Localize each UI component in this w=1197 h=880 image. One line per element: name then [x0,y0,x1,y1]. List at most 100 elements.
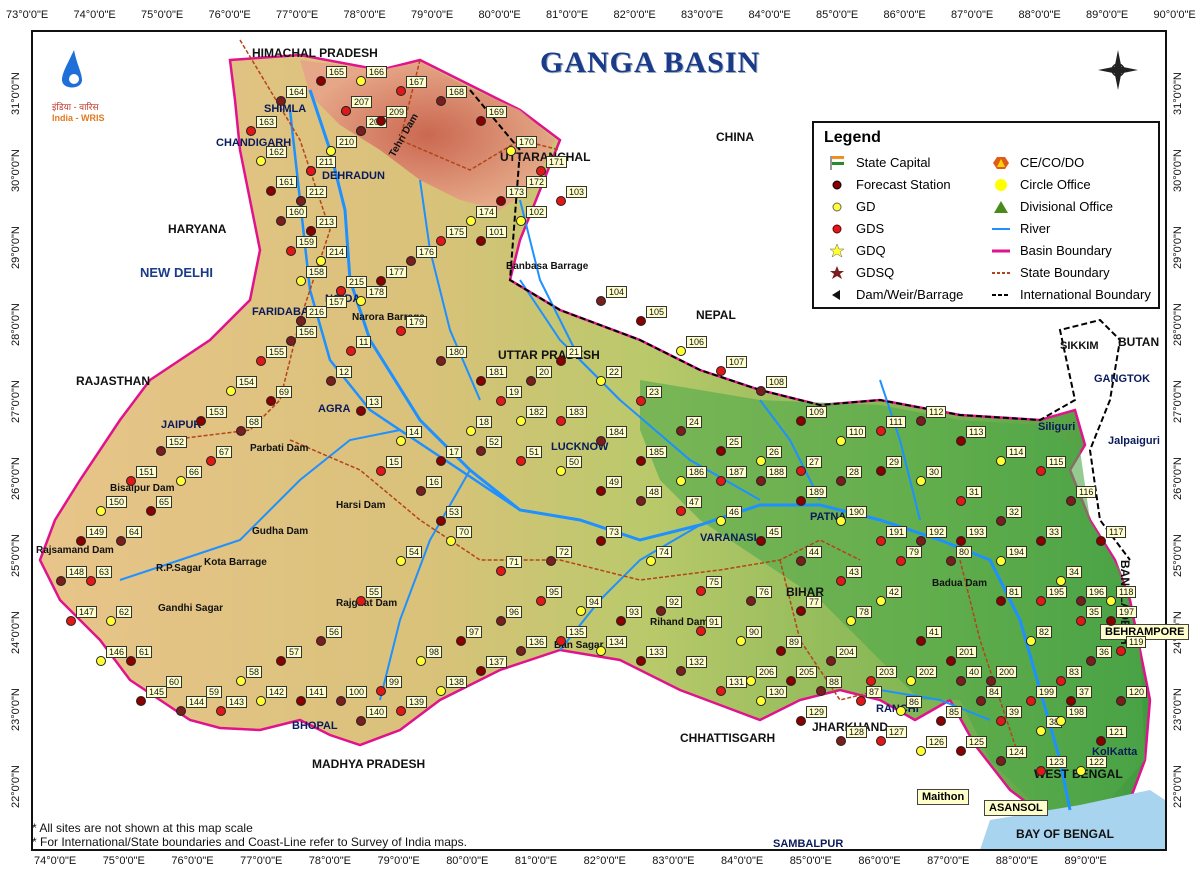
station-marker[interactable] [556,466,566,476]
station-marker[interactable] [636,456,646,466]
station-marker[interactable] [746,676,756,686]
station-marker[interactable] [996,516,1006,526]
station-marker[interactable] [1056,576,1066,586]
station-marker[interactable] [506,146,516,156]
station-marker[interactable] [376,276,386,286]
station-marker[interactable] [996,456,1006,466]
station-marker[interactable] [296,696,306,706]
station-marker[interactable] [296,316,306,326]
station-marker[interactable] [236,426,246,436]
station-marker[interactable] [316,636,326,646]
station-marker[interactable] [1036,466,1046,476]
station-marker[interactable] [836,436,846,446]
station-marker[interactable] [326,146,336,156]
station-marker[interactable] [96,506,106,516]
station-marker[interactable] [176,706,186,716]
station-marker[interactable] [876,736,886,746]
station-marker[interactable] [676,476,686,486]
station-marker[interactable] [256,356,266,366]
station-marker[interactable] [1106,596,1116,606]
station-marker[interactable] [226,386,236,396]
station-marker[interactable] [596,296,606,306]
station-marker[interactable] [496,616,506,626]
station-marker[interactable] [876,426,886,436]
station-marker[interactable] [436,96,446,106]
station-marker[interactable] [936,716,946,726]
station-marker[interactable] [776,646,786,656]
station-marker[interactable] [436,516,446,526]
station-marker[interactable] [416,486,426,496]
station-marker[interactable] [276,96,286,106]
station-marker[interactable] [696,626,706,636]
station-marker[interactable] [316,76,326,86]
station-marker[interactable] [896,556,906,566]
station-marker[interactable] [1096,736,1106,746]
station-marker[interactable] [696,586,706,596]
station-marker[interactable] [376,466,386,476]
station-marker[interactable] [656,606,666,616]
station-marker[interactable] [956,496,966,506]
station-marker[interactable] [236,676,246,686]
station-marker[interactable] [156,446,166,456]
station-marker[interactable] [406,256,416,266]
station-marker[interactable] [876,466,886,476]
station-marker[interactable] [916,416,926,426]
station-marker[interactable] [556,636,566,646]
station-marker[interactable] [266,186,276,196]
station-marker[interactable] [341,106,351,116]
station-marker[interactable] [66,616,76,626]
station-marker[interactable] [716,476,726,486]
station-marker[interactable] [296,196,306,206]
station-marker[interactable] [576,606,586,616]
station-marker[interactable] [376,686,386,696]
station-marker[interactable] [596,646,606,656]
station-marker[interactable] [796,466,806,476]
station-marker[interactable] [346,346,356,356]
station-marker[interactable] [836,736,846,746]
station-marker[interactable] [476,666,486,676]
station-marker[interactable] [396,556,406,566]
station-marker[interactable] [296,276,306,286]
station-marker[interactable] [436,236,446,246]
station-marker[interactable] [396,326,406,336]
station-marker[interactable] [736,636,746,646]
station-marker[interactable] [556,196,566,206]
station-marker[interactable] [446,536,456,546]
station-marker[interactable] [756,696,766,706]
station-marker[interactable] [306,226,316,236]
station-marker[interactable] [246,126,256,136]
station-marker[interactable] [356,596,366,606]
station-marker[interactable] [596,436,606,446]
station-marker[interactable] [716,366,726,376]
station-marker[interactable] [496,396,506,406]
station-marker[interactable] [756,386,766,396]
station-marker[interactable] [636,316,646,326]
station-marker[interactable] [836,576,846,586]
station-marker[interactable] [496,566,506,576]
station-marker[interactable] [556,416,566,426]
station-marker[interactable] [436,686,446,696]
station-marker[interactable] [1096,536,1106,546]
station-marker[interactable] [466,426,476,436]
station-marker[interactable] [536,166,546,176]
station-marker[interactable] [1026,696,1036,706]
station-marker[interactable] [1106,616,1116,626]
station-marker[interactable] [476,236,486,246]
station-marker[interactable] [276,216,286,226]
station-marker[interactable] [876,536,886,546]
station-marker[interactable] [376,116,386,126]
station-marker[interactable] [356,406,366,416]
station-marker[interactable] [196,416,206,426]
station-marker[interactable] [946,556,956,566]
station-marker[interactable] [356,716,366,726]
station-marker[interactable] [86,576,96,586]
station-marker[interactable] [976,696,986,706]
station-marker[interactable] [916,476,926,486]
station-marker[interactable] [146,506,156,516]
station-marker[interactable] [836,516,846,526]
station-marker[interactable] [1066,696,1076,706]
station-marker[interactable] [516,456,526,466]
station-marker[interactable] [916,536,926,546]
station-marker[interactable] [476,116,486,126]
station-marker[interactable] [796,416,806,426]
